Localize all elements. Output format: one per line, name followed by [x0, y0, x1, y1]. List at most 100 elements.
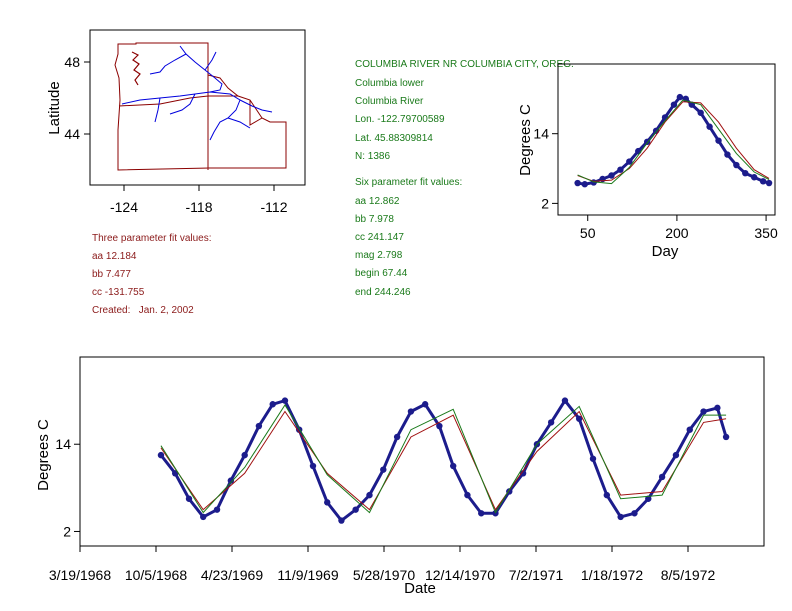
- day-chart-observation-point: [617, 166, 624, 173]
- map-frame: [89, 29, 306, 186]
- time-chart-observation-point: [241, 451, 248, 459]
- time-chart-observation-point: [603, 491, 611, 499]
- time-chart-observation-point: [700, 408, 707, 415]
- time-chart-observation-point: [213, 506, 221, 513]
- site-lat: Lat. 45.88309814: [355, 133, 433, 144]
- time-chart-observation-point: [281, 397, 289, 404]
- map-ylabel: Latitude: [46, 81, 63, 134]
- map-xtick--124: -124: [110, 199, 138, 215]
- time-chart-observation-point: [645, 495, 652, 502]
- day-chart-ylabel: Degrees C: [517, 104, 534, 176]
- time-chart-xtick-label: 1/18/1972: [581, 567, 643, 583]
- time-chart-ytick-label: 2: [63, 523, 71, 539]
- three-param-header: Three parameter fit values:: [92, 233, 212, 244]
- day-chart-observation-point: [742, 169, 749, 177]
- time-chart-xtick-label: 8/5/1972: [661, 567, 716, 583]
- time-chart-observation-point: [352, 506, 359, 513]
- time-chart-observation-point: [722, 433, 730, 441]
- time-chart-three-param-fit-line: [160, 410, 727, 511]
- day-chart-frame: [557, 63, 776, 216]
- time-chart-observation-point: [478, 510, 485, 517]
- day-chart-observation-point: [733, 161, 740, 169]
- time-chart-xtick-label: 12/14/1970: [425, 567, 495, 583]
- three-param-block: Three parameter fit values: aa 12.184 bb…: [92, 233, 212, 316]
- map-ytick-48: 48: [64, 54, 80, 70]
- time-chart-observation-point: [449, 462, 457, 470]
- day-chart-ytick-label: 14: [533, 126, 549, 142]
- six-param-begin: begin 67.44: [355, 268, 408, 279]
- time-chart-observation-point: [547, 419, 555, 426]
- day-chart-observation-point: [715, 137, 722, 144]
- time-chart-observation-point: [617, 513, 624, 521]
- six-param-mag: mag 2.798: [355, 250, 403, 261]
- day-chart-observation-point: [706, 123, 713, 130]
- time-chart-observation-point: [436, 422, 443, 430]
- time-chart-marks: [157, 397, 730, 524]
- time-chart-ticks: 2 14 3/19/1968 10/5/1968 4/23/1969 11/9/1969 5…: [49, 436, 716, 583]
- time-chart-xtick-label: 7/2/1971: [509, 567, 564, 583]
- time-chart-observation-point: [227, 477, 235, 484]
- three-param-cc: cc -131.755: [92, 287, 145, 298]
- time-chart-observation-point: [421, 401, 429, 408]
- time-chart-xtick-label: 11/9/1969: [277, 567, 338, 583]
- time-chart-observation-point: [366, 491, 373, 499]
- map-xtick--118: -118: [186, 199, 213, 215]
- map-ytick-44: 44: [64, 126, 80, 142]
- time-chart-observation-point: [714, 404, 721, 412]
- time-chart-observation-point: [380, 466, 387, 473]
- time-chart-ytick-label: 14: [55, 436, 71, 452]
- six-param-cc: cc 241.147: [355, 232, 404, 243]
- day-chart-xtick-label: 350: [754, 225, 778, 241]
- time-chart-observation-point: [255, 422, 263, 430]
- site-region: Columbia lower: [355, 78, 425, 89]
- map-xtick--112: -112: [261, 199, 288, 215]
- site-river: Columbia River: [355, 96, 424, 107]
- six-param-end: end 244.246: [355, 287, 411, 298]
- day-chart-observation-point: [574, 179, 581, 187]
- time-chart-observation-point: [631, 510, 638, 517]
- time-chart-observation-point: [185, 495, 193, 502]
- map-panel: Latitude 48 44 -124 -118 -112: [46, 29, 306, 215]
- time-chart-observation-point: [269, 401, 276, 408]
- time-chart-observation-point: [589, 455, 597, 462]
- day-chart-observation-point: [697, 109, 704, 116]
- day-chart-xtick-label: 50: [580, 225, 596, 241]
- day-chart-observation-point: [676, 93, 684, 101]
- day-chart-observation-point: [608, 172, 615, 179]
- time-chart-xlabel: Date: [404, 580, 436, 597]
- day-chart-three-param-fit-line: [577, 101, 770, 182]
- day-chart-observation-point: [759, 178, 767, 185]
- six-param-aa: aa 12.862: [355, 196, 400, 207]
- site-lon: Lon. -122.79700589: [355, 114, 445, 125]
- day-chart-observation-point: [626, 158, 633, 165]
- time-chart-observation-point: [672, 451, 680, 459]
- time-chart-observation-point: [464, 491, 471, 499]
- time-chart-observation-point: [309, 462, 317, 470]
- day-chart-ticks: 2 14 50 200 350: [533, 126, 778, 241]
- map-rivers: [121, 45, 273, 141]
- day-chart-observation-point: [750, 174, 758, 181]
- day-chart-ytick-label: 2: [541, 195, 549, 211]
- time-chart-ylabel: Degrees C: [35, 419, 52, 491]
- time-chart-observation-point: [658, 473, 666, 481]
- time-chart-observation-point: [519, 470, 527, 477]
- time-chart-observation-point: [324, 499, 331, 506]
- time-chart-xtick-label: 4/23/1969: [201, 567, 263, 583]
- six-param-header: Six parameter fit values:: [355, 177, 462, 188]
- day-chart-six-param-fit-line: [577, 99, 770, 185]
- day-chart-xlabel: Day: [652, 243, 679, 260]
- time-chart-observation-point: [338, 517, 345, 524]
- time-chart-xtick-label: 3/19/1968: [49, 567, 111, 583]
- time-chart-xtick-label: 5/28/1970: [353, 567, 415, 583]
- created-date: Created: Jan. 2, 2002: [92, 305, 194, 316]
- day-chart: 2 14 50 200 350 Day Degrees C: [517, 63, 778, 260]
- site-info-block: COLUMBIA RIVER NR COLUMBIA CITY, OREG. C…: [355, 59, 574, 298]
- day-chart-observation-point: [670, 101, 678, 108]
- time-chart-observation-point: [686, 426, 693, 433]
- time-chart-xtick-label: 10/5/1968: [125, 567, 187, 583]
- time-chart-frame: [79, 356, 765, 547]
- map-x-ticks: -124 -118 -112: [110, 185, 288, 215]
- three-param-bb: bb 7.477: [92, 269, 131, 280]
- day-chart-observation-point: [724, 151, 731, 158]
